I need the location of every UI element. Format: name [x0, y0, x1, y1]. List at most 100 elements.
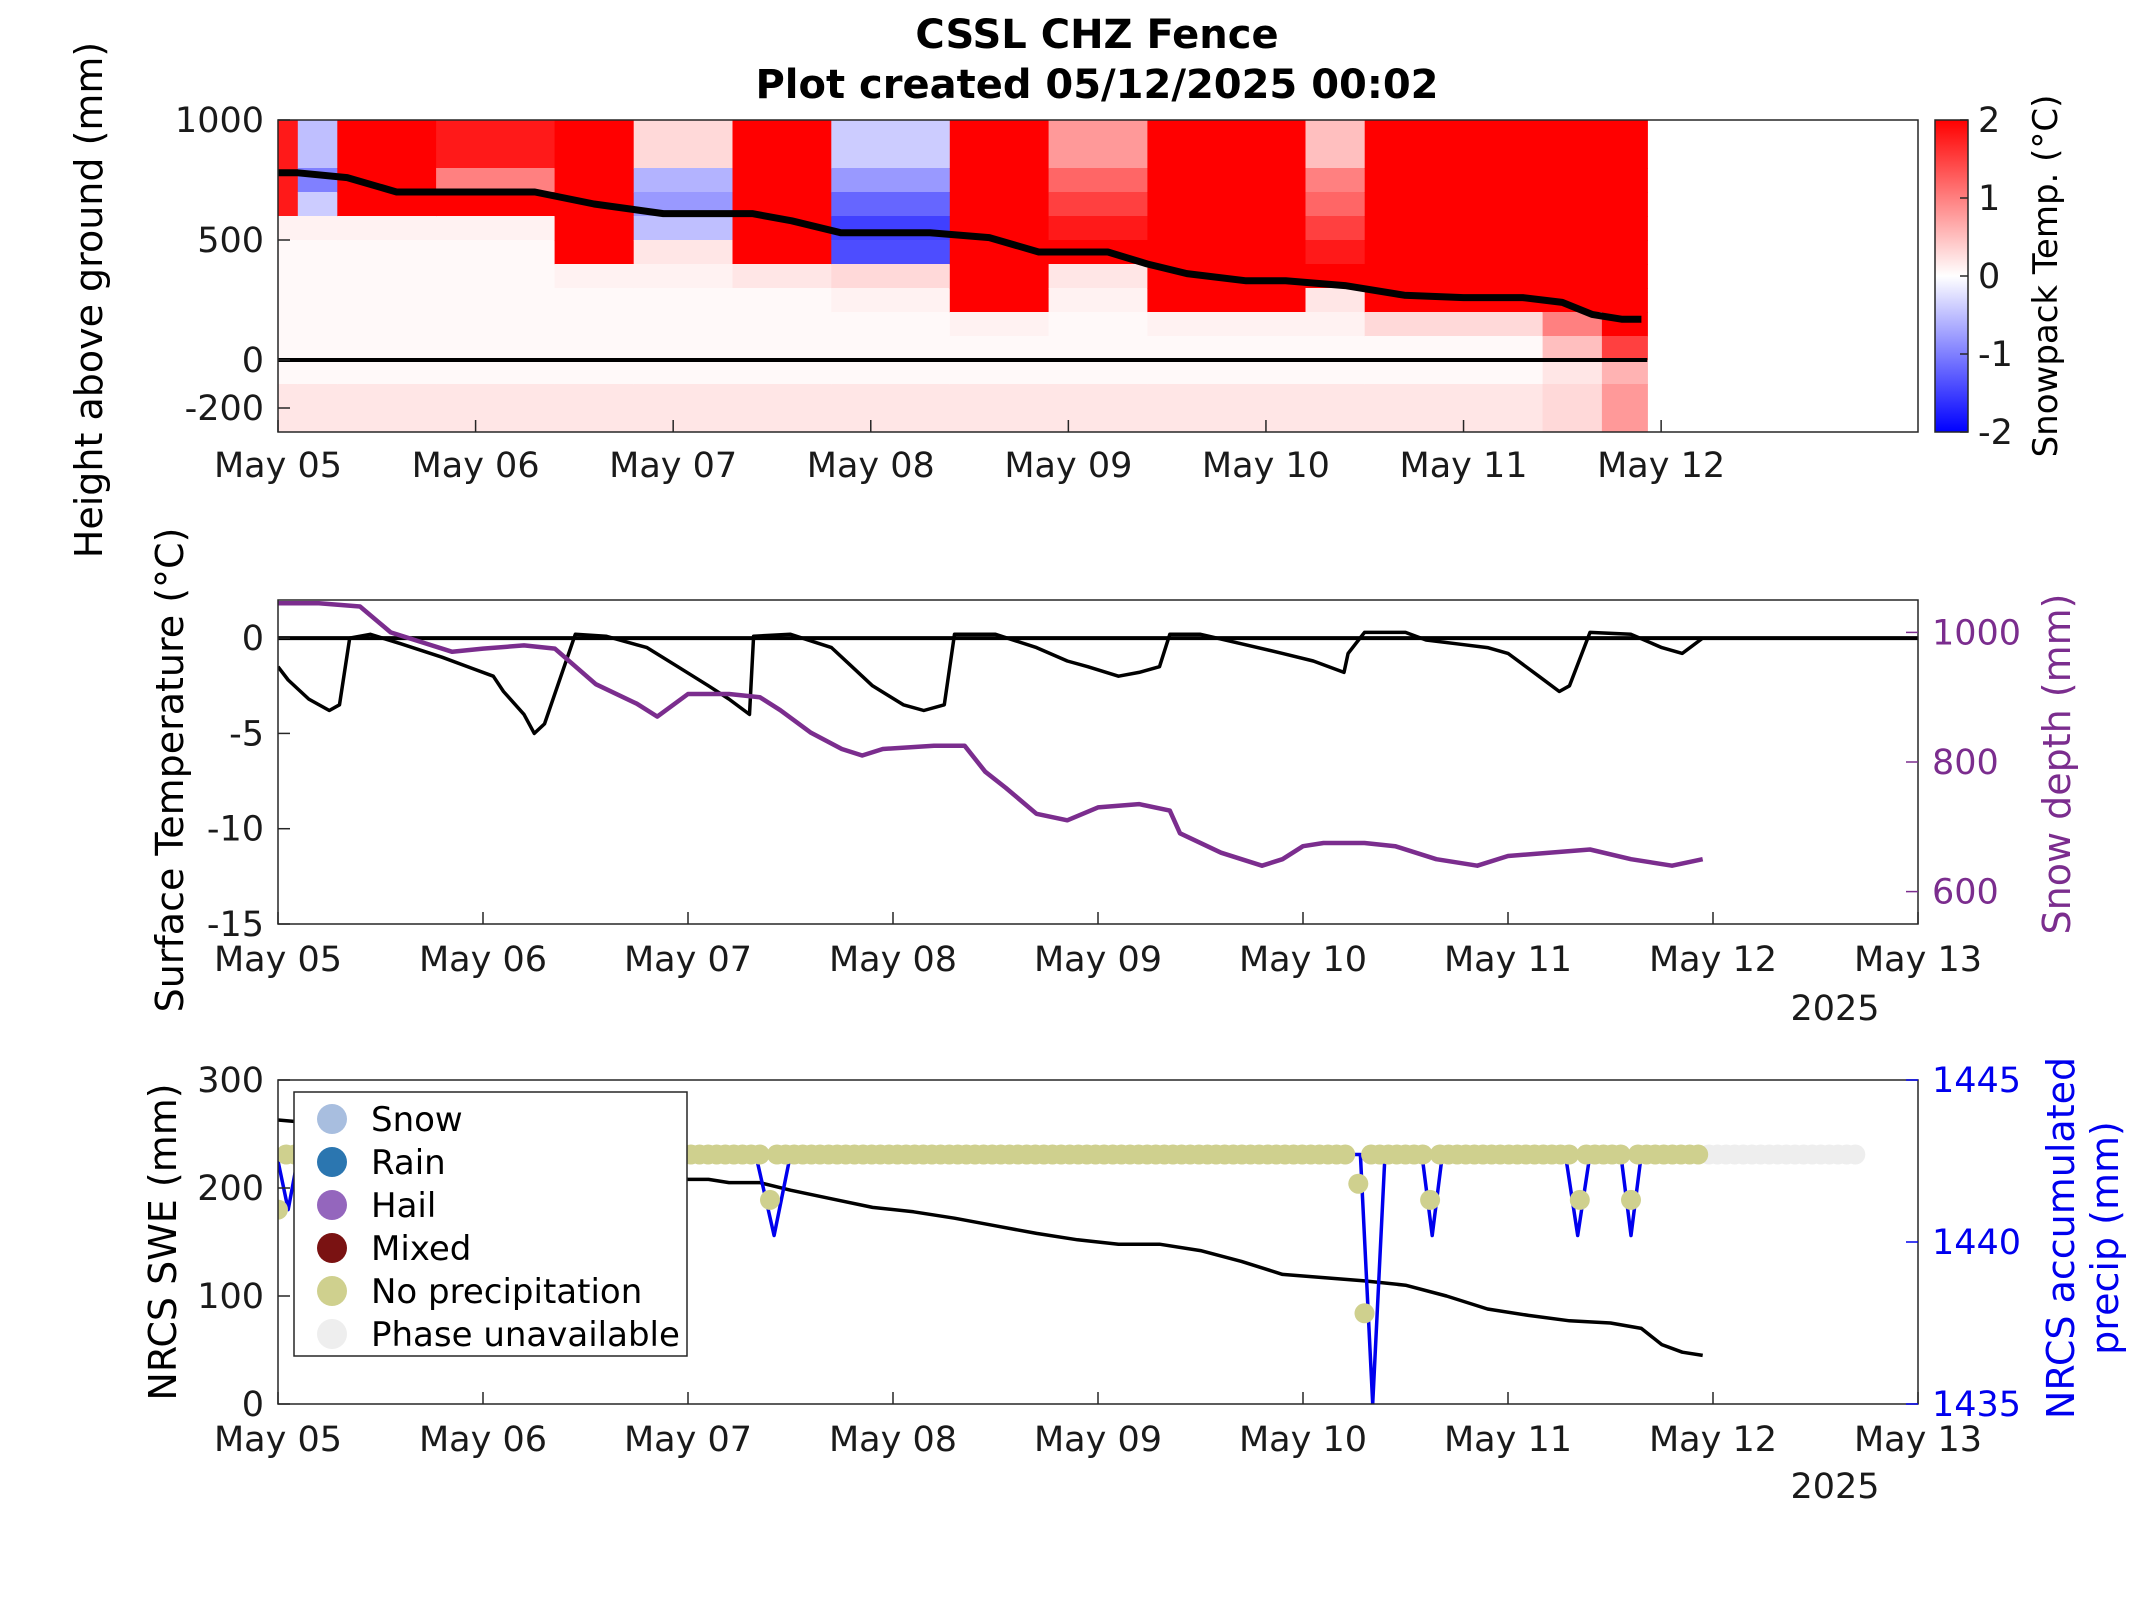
legend-label: Snow	[371, 1100, 463, 1140]
heatmap-cell	[436, 360, 556, 385]
heatmap-cell	[1048, 360, 1148, 385]
heatmap-cell	[831, 384, 951, 432]
panel2-series	[278, 600, 1918, 868]
phase-marker-no-precip	[749, 1144, 770, 1165]
heatmap-cell	[831, 240, 951, 265]
heatmap-cell	[278, 288, 299, 313]
heatmap-cell	[633, 288, 734, 313]
heatmap-cell	[1364, 216, 1544, 241]
heatmap-cell	[1305, 168, 1366, 193]
heatmap-cell	[278, 264, 299, 289]
y-tick-label: 0	[242, 1385, 264, 1425]
heatmap-cell	[436, 216, 556, 241]
panel3-right-axis: 1445 1440 1435	[1906, 1061, 2021, 1425]
heatmap-cell	[1542, 360, 1603, 385]
heatmap-cell	[1601, 120, 1648, 169]
panel1-ylabel: Height above ground (mm)	[67, 42, 111, 559]
y-tick-label: 200	[197, 1169, 264, 1209]
heatmap-cell	[297, 336, 338, 361]
snow-depth-line	[278, 600, 1704, 868]
y-tick-label: -10	[207, 810, 264, 850]
heatmap-cell	[1147, 120, 1307, 169]
heatmap-cell	[1147, 360, 1307, 385]
heatmap-cell	[1542, 240, 1603, 265]
heatmap-cell	[554, 216, 635, 241]
heatmap-cell	[633, 264, 734, 289]
heatmap-cell	[732, 264, 832, 289]
heatmap-cell	[1364, 384, 1544, 432]
heatmap-cell	[1305, 120, 1366, 169]
x-tick-label: May 06	[419, 940, 547, 980]
y-tick-label: -5	[229, 714, 264, 754]
heatmap-cell	[337, 264, 437, 289]
heatmap-cell	[949, 288, 1050, 313]
x-tick-label: May 06	[412, 446, 540, 486]
phase-marker-no-precip	[1412, 1144, 1433, 1165]
heatmap-cell	[278, 120, 299, 169]
legend-box	[293, 1091, 688, 1357]
heatmap-cell	[297, 120, 338, 169]
phase-marker-no-precip	[1610, 1144, 1631, 1165]
heatmap-cell	[337, 216, 437, 241]
heatmap-cell	[1147, 216, 1307, 241]
heatmap-cell	[278, 240, 299, 265]
phase-marker-no-precip	[1688, 1144, 1709, 1165]
y-tick-label: 500	[197, 221, 264, 261]
heatmap-cell	[554, 240, 635, 265]
phase-marker-no-precip	[1621, 1189, 1641, 1210]
heatmap-cell	[1601, 240, 1648, 265]
x-tick-label: May 07	[609, 446, 737, 486]
heatmap-cell	[337, 336, 437, 361]
phase-marker-no-precip	[1569, 1189, 1590, 1210]
legend-swatch	[317, 1147, 347, 1177]
heatmap-cell	[1542, 168, 1603, 193]
heatmap-cell	[1147, 384, 1307, 432]
heatmap-cell	[633, 312, 734, 337]
heatmap-cell	[949, 384, 1050, 432]
heatmap-cell	[949, 336, 1050, 361]
phase-marker-unavailable	[1845, 1144, 1866, 1165]
heatmap-cell	[1305, 384, 1366, 432]
y-tick-label: 0	[242, 341, 264, 381]
heatmap-cell	[297, 264, 338, 289]
heatmap-cell	[1601, 168, 1648, 193]
heatmap-cell	[278, 336, 299, 361]
heatmap-cell	[1048, 216, 1148, 241]
colorbar-tick-label: 0	[1978, 257, 2000, 297]
heatmap-cell	[831, 192, 951, 217]
y2-tick-label: 1435	[1932, 1385, 2021, 1425]
colorbar-tick-label: -2	[1978, 413, 2013, 453]
heatmap-cell	[1542, 264, 1603, 289]
heatmap-cell	[297, 192, 338, 217]
y-tick-label: -15	[207, 905, 264, 945]
colorbar-tick-label: -1	[1978, 335, 2013, 375]
heatmap-cell	[436, 384, 556, 432]
x-tick-label: May 05	[214, 1420, 342, 1460]
heatmap-cell	[1305, 360, 1366, 385]
heatmap-cell	[278, 312, 299, 337]
x-tick-label: May 08	[807, 446, 935, 486]
heatmap-cell	[1048, 288, 1148, 313]
heatmap-cell	[633, 168, 734, 193]
heatmap-cell	[337, 360, 437, 385]
x-tick-label: May 12	[1649, 940, 1777, 980]
x-tick-label: May 10	[1239, 1420, 1367, 1460]
x-tick-label: May 13	[1854, 940, 1982, 980]
heatmap-cell	[633, 120, 734, 169]
heatmap-cell	[1542, 336, 1603, 361]
panel3-y2label-line2: precip (mm)	[2083, 1121, 2127, 1355]
heatmap-cell	[554, 384, 635, 432]
heatmap-cell	[1364, 312, 1544, 337]
heatmap-cell	[436, 192, 556, 217]
heatmap-cell	[633, 216, 734, 241]
heatmap-cell	[1601, 336, 1648, 361]
panel2-ylabel: Surface Temperature (°C)	[148, 528, 192, 1013]
legend-label: Mixed	[371, 1229, 471, 1269]
heatmap-cell	[1601, 384, 1648, 432]
colorbar-label: Snowpack Temp. (°C)	[2026, 95, 2066, 458]
heatmap-cell	[1305, 288, 1366, 313]
heatmap-cell	[554, 312, 635, 337]
x-tick-label: May 13	[1854, 1420, 1982, 1460]
